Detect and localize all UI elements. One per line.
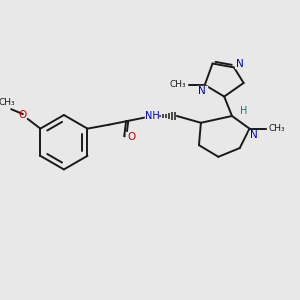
- Bar: [145, 111, 158, 121]
- Text: O: O: [127, 132, 135, 142]
- Text: CH₃: CH₃: [169, 80, 186, 89]
- Text: CH₃: CH₃: [268, 124, 285, 133]
- Text: H: H: [240, 106, 247, 116]
- Bar: [250, 130, 259, 140]
- Bar: [239, 106, 248, 116]
- Text: NH: NH: [145, 111, 160, 121]
- Bar: [267, 124, 284, 134]
- Text: N: N: [198, 86, 206, 96]
- Bar: [126, 131, 136, 141]
- Text: N: N: [250, 130, 258, 140]
- Text: CH₃: CH₃: [0, 98, 16, 107]
- Bar: [235, 59, 244, 68]
- Bar: [170, 80, 187, 90]
- Text: O: O: [19, 110, 27, 120]
- Bar: [197, 86, 207, 96]
- Text: N: N: [236, 58, 244, 68]
